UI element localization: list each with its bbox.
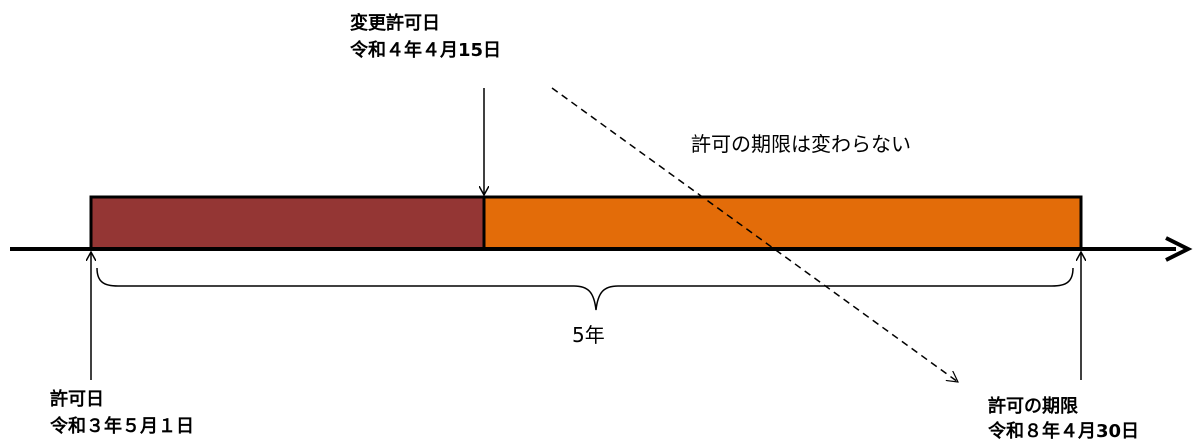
- permit-date-label: 許可日 令和３年５月１日: [50, 389, 194, 438]
- time-axis-arrow-icon: [1165, 236, 1193, 262]
- expiry-label: 許可の期限 令和８年４月30日: [988, 396, 1139, 443]
- permit-date-value: 令和３年５月１日: [50, 415, 194, 437]
- change-permit-label: 変更許可日 令和４年４月15日: [350, 13, 501, 62]
- unchanged-expiry-note: 許可の期限は変わらない: [691, 132, 911, 156]
- after-change-period-bar: [482, 195, 1083, 251]
- change-permit-title: 変更許可日: [350, 13, 440, 34]
- duration-label: 5年: [572, 323, 605, 347]
- duration-brace: [96, 267, 1074, 311]
- permit-date-title: 許可日: [50, 389, 104, 410]
- before-change-period-bar: [89, 195, 486, 251]
- change-permit-date: 令和４年４月15日: [350, 39, 502, 61]
- expiry-date: 令和８年４月30日: [988, 420, 1140, 442]
- expiry-title: 許可の期限: [988, 396, 1078, 417]
